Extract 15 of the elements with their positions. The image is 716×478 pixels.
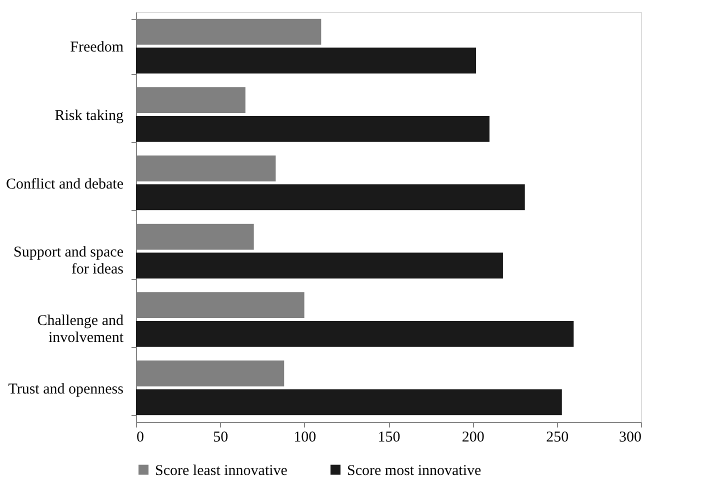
x-tick-label: 200	[462, 430, 484, 446]
x-tick-label: 150	[378, 430, 400, 446]
x-tick-label: 250	[546, 430, 569, 446]
x-tick-label: 100	[294, 430, 316, 446]
y-tick-label: Risk taking	[54, 108, 124, 124]
x-tick-label: 0	[136, 430, 144, 446]
x-tick-label: 300	[619, 430, 642, 446]
y-tick-label: Challenge and involvement	[37, 313, 124, 346]
y-tick-label: Trust and openness	[8, 381, 124, 398]
legend-label: Score least innovative	[155, 462, 288, 478]
y-tick-label: Support and space for ideas	[14, 244, 124, 278]
y-tick-label: Freedom	[70, 40, 124, 56]
legend-label: Score most innovative	[347, 462, 482, 478]
y-tick-label: Conflict and debate	[6, 176, 124, 192]
x-tick-label: 50	[213, 430, 228, 446]
